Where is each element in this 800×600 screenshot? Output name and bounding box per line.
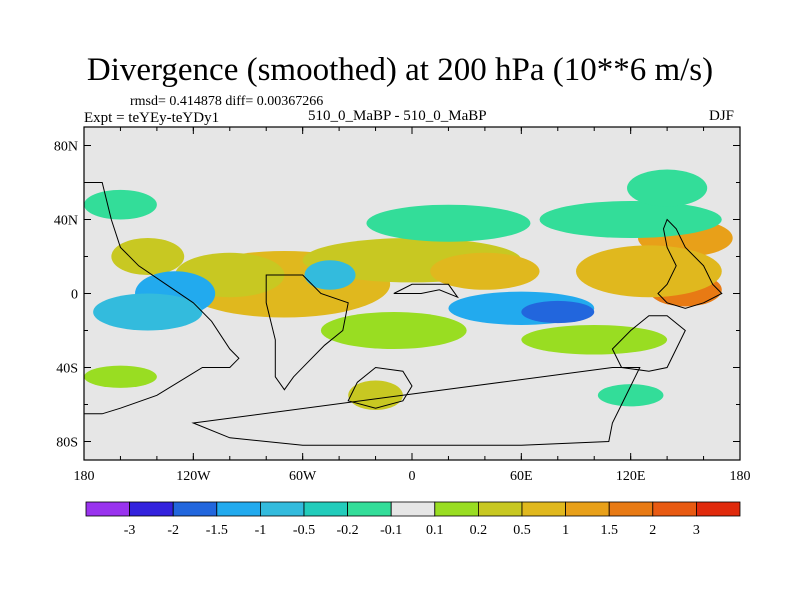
- experiment-label: Expt = teYEy-teYDy1: [84, 110, 220, 126]
- field-anomaly-16: [539, 201, 722, 238]
- colorbar-label: 2: [649, 523, 656, 538]
- field-anomaly-15: [366, 204, 531, 242]
- colorbar-label: -0.2: [337, 523, 359, 538]
- field-anomaly-6: [576, 245, 722, 298]
- field-anomaly-12: [304, 260, 356, 290]
- colorbar-swatch: [608, 501, 654, 517]
- colorbar-swatch: [565, 501, 610, 517]
- x-tick-label: 120E: [616, 469, 646, 484]
- colorbar-label: -1: [255, 523, 267, 538]
- field-anomaly-19: [320, 312, 467, 349]
- colorbar-swatch: [303, 501, 348, 517]
- y-axis: 80N 40N 0 40S 80S: [54, 140, 740, 451]
- colorbar-swatch: [390, 501, 436, 517]
- x-tick-label: 120W: [176, 469, 211, 484]
- x-tick-label: 180: [74, 469, 95, 484]
- x-axis: 180 120W 60W 0 60E 120E 180: [74, 127, 751, 484]
- colorbar-swatch: [85, 501, 130, 517]
- outline-australia: [611, 315, 686, 372]
- chart-title: Divergence (smoothed) at 200 hPa (10**6 …: [86, 52, 714, 88]
- colorbar-label: -0.5: [293, 523, 315, 538]
- field-anomaly-20: [521, 324, 668, 355]
- colorbar-swatch: [172, 501, 218, 517]
- y-tick-label: 40N: [54, 214, 78, 229]
- x-tick-label: 60W: [289, 469, 317, 484]
- outline-south-america: [265, 274, 349, 391]
- y-tick-label: 0: [71, 288, 78, 303]
- colorbar-swatch: [521, 501, 566, 517]
- colorbar-label: 0.1: [426, 523, 444, 538]
- colorbar-label: 1: [562, 523, 569, 538]
- colorbar-label: -2: [167, 523, 179, 538]
- outline-antarctica-ridge: [191, 367, 641, 446]
- field-anomaly-14: [521, 300, 595, 324]
- colorbar-swatch: [652, 501, 697, 517]
- colorbar: -3 -2 -1.5 -1 -0.5 -0.2 -0.1 0.1 0.2 0.5 1 1.5 2 3: [85, 501, 741, 538]
- colorbar-swatch: [477, 501, 523, 517]
- colorbar-label: 3: [693, 523, 700, 538]
- colorbar-swatch: [216, 501, 261, 517]
- colorbar-label: 0.2: [470, 523, 488, 538]
- colorbar-swatch: [259, 501, 305, 517]
- y-tick-label: 80N: [54, 140, 78, 155]
- colorbar-swatch: [129, 501, 174, 517]
- colorbar-label: 0.5: [513, 523, 531, 538]
- field-anomaly-11: [93, 293, 203, 331]
- colorbar-swatch: [347, 501, 392, 517]
- stats-line: rmsd= 0.414878 diff= 0.00367266: [130, 94, 324, 109]
- colorbar-label: 1.5: [600, 523, 618, 538]
- outline-asia-islands: [657, 218, 723, 309]
- x-tick-label: 60E: [510, 469, 533, 484]
- field-anomaly-22: [597, 384, 664, 407]
- field-anomaly-21: [348, 380, 403, 411]
- y-tick-label: 40S: [56, 362, 78, 377]
- outline-africa: [393, 283, 460, 299]
- field-anomaly-18: [84, 189, 157, 220]
- colorbar-label: -0.1: [380, 523, 402, 538]
- x-tick-label: 180: [730, 469, 751, 484]
- colorbar-swatch: [696, 501, 741, 517]
- colorbar-swatch: [434, 501, 479, 517]
- field-anomaly-9: [111, 238, 185, 275]
- outline-southern-loop: [347, 366, 413, 409]
- outline-north-america: [84, 182, 240, 415]
- field-anomaly-23: [84, 365, 157, 388]
- y-tick-label: 80S: [56, 436, 78, 451]
- field-anomaly-17: [627, 169, 708, 207]
- season-label: DJF: [709, 108, 735, 124]
- continent-outlines: [84, 182, 723, 446]
- colorbar-label: -3: [124, 523, 136, 538]
- field-anomaly-8: [430, 252, 540, 290]
- runs-label: 510_0_MaBP - 510_0_MaBP: [308, 108, 487, 124]
- x-tick-label: 0: [409, 469, 416, 484]
- colorbar-label: -1.5: [206, 523, 228, 538]
